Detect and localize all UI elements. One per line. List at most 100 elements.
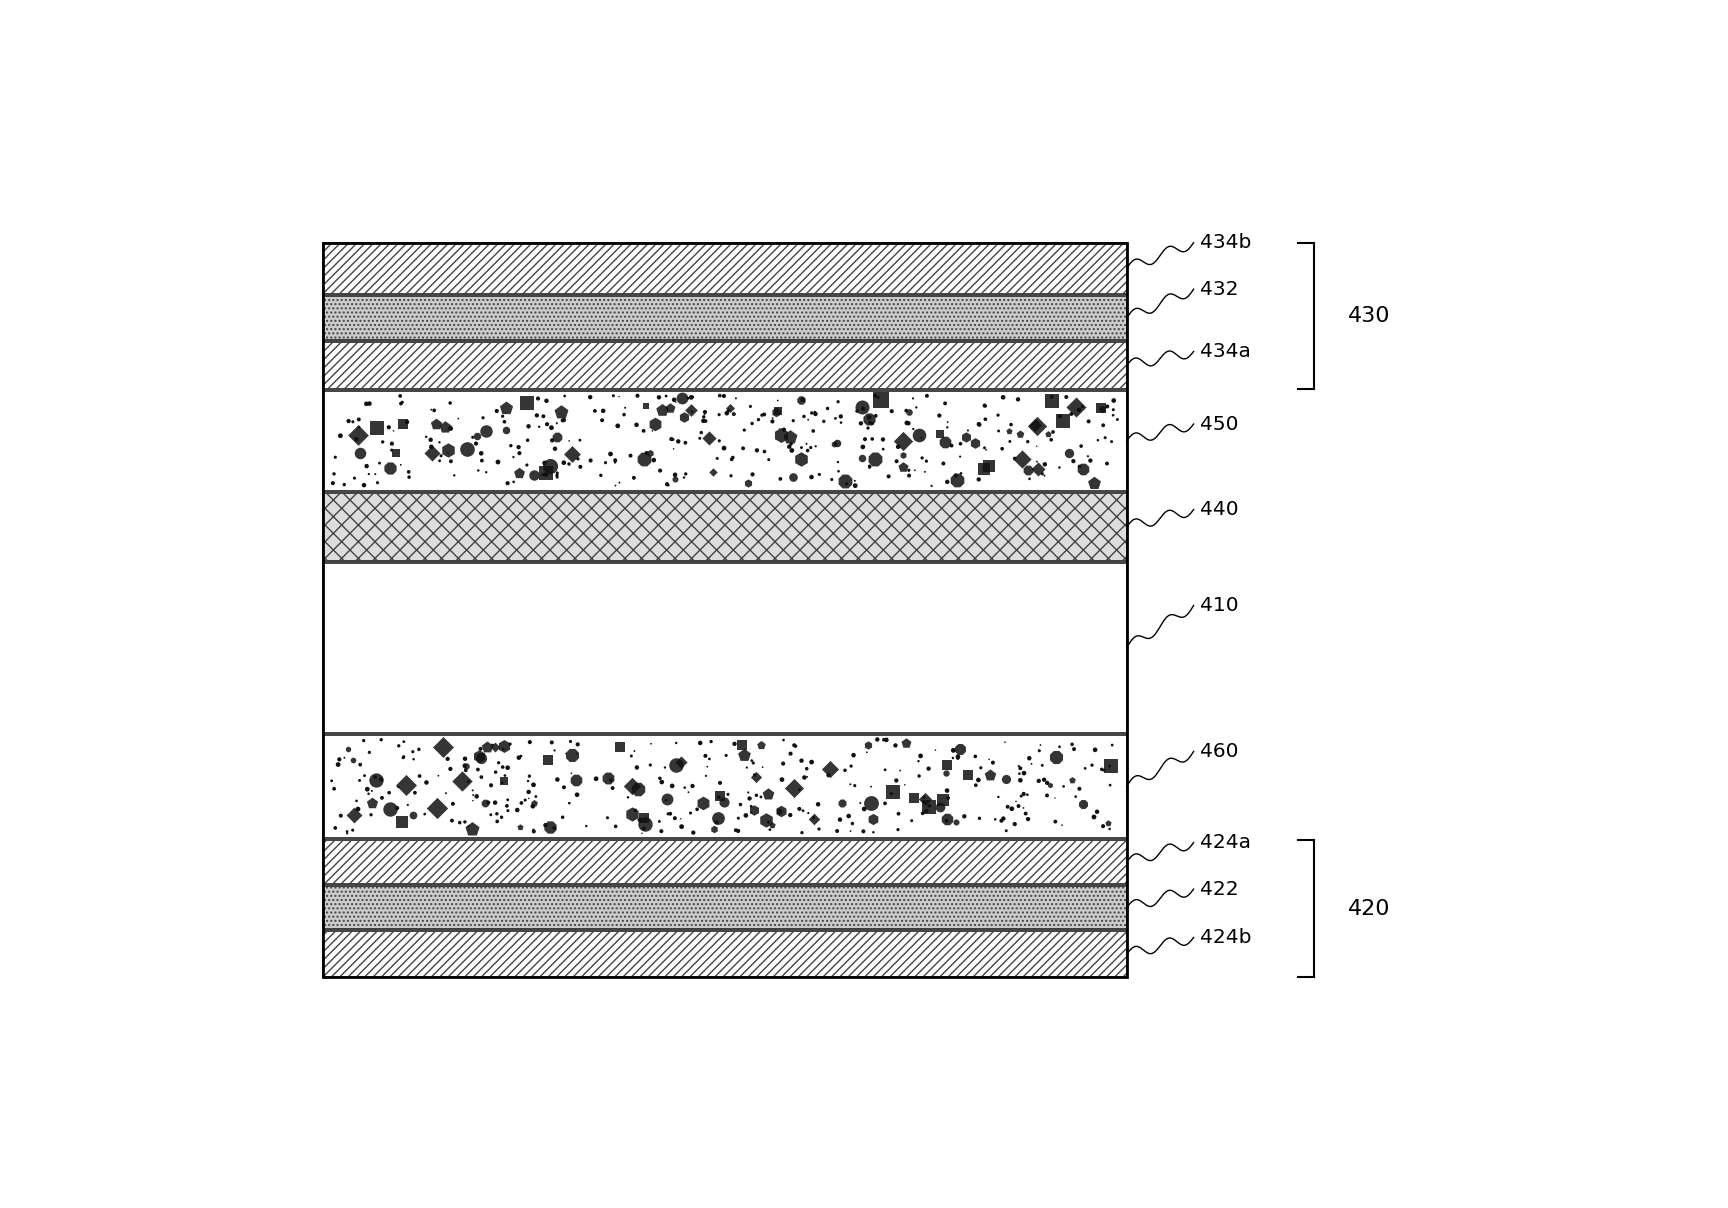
Point	[387, 394, 415, 413]
Bar	[323, 342, 1127, 389]
Point	[515, 783, 543, 802]
Point	[729, 736, 757, 755]
Point	[460, 785, 487, 805]
Point	[563, 734, 591, 754]
Point	[947, 434, 975, 453]
Point	[847, 413, 874, 432]
Point	[413, 428, 441, 447]
Point	[1068, 397, 1096, 417]
Point	[489, 407, 517, 426]
Point	[439, 794, 467, 813]
Point	[930, 454, 957, 474]
Point	[679, 777, 707, 796]
Point	[973, 440, 1001, 459]
Point	[508, 794, 536, 813]
Point	[805, 819, 833, 838]
Point	[933, 811, 961, 830]
Point	[353, 394, 380, 413]
Point	[499, 447, 527, 466]
Point	[871, 794, 899, 813]
Point	[1070, 795, 1097, 814]
Point	[532, 463, 560, 482]
Point	[881, 736, 909, 755]
Point	[555, 431, 582, 451]
Point	[1039, 388, 1066, 407]
Point	[1037, 430, 1064, 449]
Point	[648, 772, 676, 791]
Point	[430, 737, 458, 756]
Text: 424b: 424b	[1201, 928, 1251, 947]
Point	[798, 753, 826, 772]
Point	[1042, 789, 1070, 808]
Point	[472, 422, 499, 441]
Point	[850, 821, 878, 841]
Point	[492, 399, 520, 418]
Point	[828, 407, 855, 426]
Point	[334, 821, 361, 841]
Point	[995, 422, 1023, 441]
Point	[334, 824, 361, 843]
Point	[952, 428, 980, 447]
Point	[791, 768, 819, 788]
Point	[926, 406, 954, 425]
Point	[1028, 464, 1056, 483]
Point	[558, 745, 586, 765]
Point	[498, 436, 525, 455]
Point	[677, 388, 705, 407]
Point	[422, 414, 449, 434]
Point	[520, 820, 548, 840]
Point	[776, 437, 804, 457]
Point	[677, 803, 705, 823]
Bar	[323, 734, 1127, 838]
Point	[389, 748, 416, 767]
Point	[624, 387, 651, 406]
Point	[918, 476, 945, 495]
Point	[961, 747, 988, 766]
Point	[563, 744, 591, 763]
Point	[736, 396, 764, 416]
Point	[525, 417, 553, 436]
Point	[776, 428, 804, 447]
Point	[850, 800, 878, 819]
Point	[368, 432, 396, 452]
Point	[1094, 396, 1121, 416]
Point	[648, 821, 676, 841]
Point	[432, 417, 460, 436]
Point	[738, 751, 766, 771]
Point	[710, 439, 738, 458]
Point	[344, 425, 372, 445]
Point	[703, 813, 731, 832]
Point	[838, 814, 866, 834]
Point	[667, 817, 695, 836]
Point	[764, 391, 791, 411]
Point	[624, 757, 651, 777]
Point	[824, 461, 852, 481]
Point	[555, 454, 582, 474]
Point	[814, 766, 842, 785]
Point	[601, 451, 629, 470]
Point	[458, 819, 486, 838]
Point	[943, 470, 971, 489]
Point	[755, 784, 783, 803]
Point	[926, 797, 954, 817]
Point	[662, 470, 689, 489]
Point	[391, 748, 418, 767]
Point	[444, 410, 472, 429]
Point	[437, 394, 465, 413]
Point	[741, 767, 769, 786]
Point	[1009, 784, 1037, 803]
Point	[505, 748, 532, 767]
Point	[992, 769, 1020, 789]
Point	[914, 759, 942, 778]
Point	[356, 743, 384, 762]
Point	[601, 476, 629, 495]
Point	[534, 750, 562, 769]
Point	[399, 806, 427, 825]
Point	[1001, 814, 1028, 834]
Point	[1033, 773, 1061, 792]
Point	[679, 388, 707, 407]
Point	[453, 756, 480, 776]
Point	[454, 772, 482, 791]
Point	[658, 429, 686, 448]
Point	[733, 806, 760, 825]
